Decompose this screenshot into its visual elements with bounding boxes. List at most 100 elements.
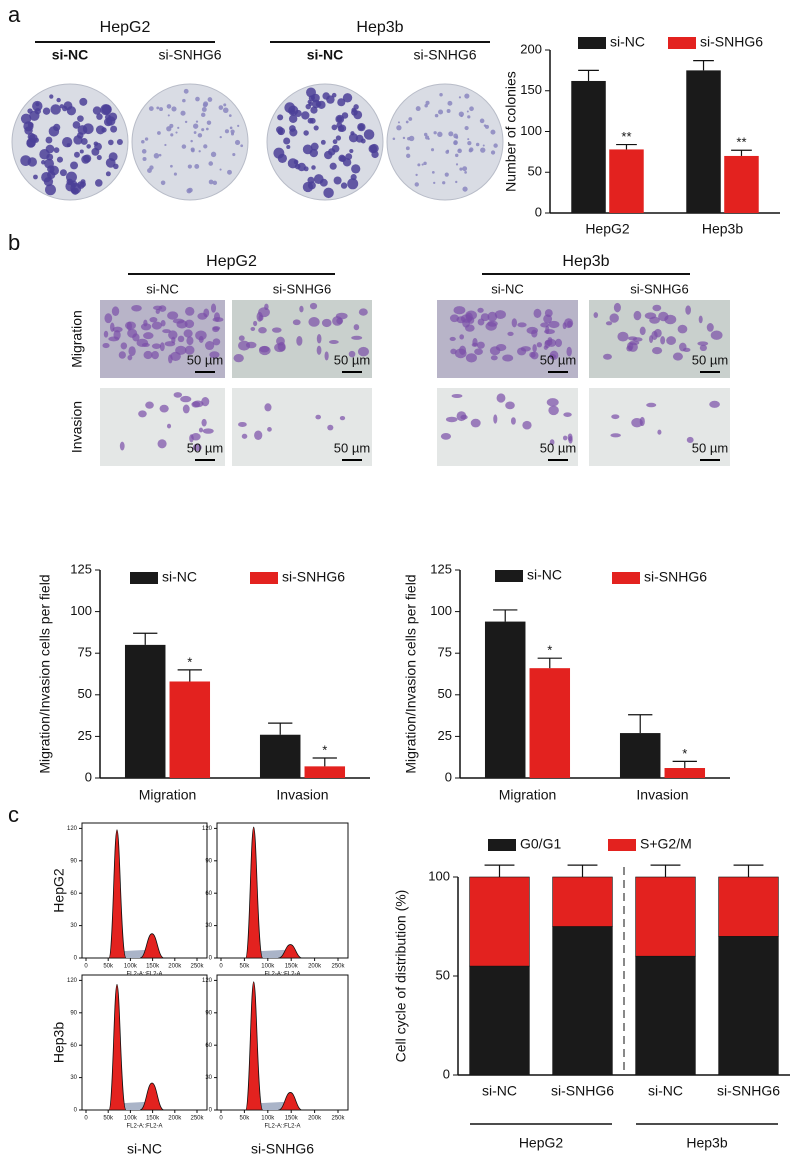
colony <box>101 127 107 133</box>
colony <box>396 125 402 131</box>
cell <box>125 321 136 330</box>
colony <box>201 128 205 132</box>
flow-ytick-label: 0 <box>209 956 213 962</box>
colony <box>425 135 430 140</box>
cell <box>451 393 463 398</box>
y-tick-label: 75 <box>438 645 452 660</box>
colony <box>170 164 173 168</box>
colony <box>479 118 485 124</box>
colony <box>96 113 103 120</box>
cell <box>316 345 322 355</box>
cell <box>245 341 257 349</box>
colony <box>332 139 338 145</box>
cell <box>118 351 126 359</box>
bar-segment <box>635 955 696 1076</box>
flow-ytick-label: 120 <box>202 826 213 832</box>
colony <box>431 170 435 174</box>
colony <box>320 139 326 145</box>
legend-label: S+G2/M <box>640 836 692 852</box>
cell <box>546 398 559 407</box>
bar-segment <box>635 876 696 957</box>
colony <box>195 120 199 123</box>
panel-label: c <box>8 802 19 827</box>
colony <box>455 135 459 139</box>
flow-ytick-label: 30 <box>70 1075 77 1081</box>
colony <box>169 123 174 128</box>
cell <box>212 338 221 346</box>
colony <box>490 129 496 135</box>
cell <box>138 410 147 418</box>
colony <box>72 121 81 129</box>
colony <box>311 99 321 109</box>
cell <box>440 433 452 440</box>
cell <box>603 353 612 360</box>
y-tick-label: 125 <box>430 561 452 576</box>
colony <box>96 155 102 161</box>
group-title: HepG2 <box>100 19 151 36</box>
cell <box>633 310 642 321</box>
cell <box>195 330 207 341</box>
cell <box>540 322 550 328</box>
colony <box>458 96 462 99</box>
bar <box>259 734 301 778</box>
colony <box>205 127 209 131</box>
flow-ytick-label: 0 <box>209 1108 213 1114</box>
cell <box>609 313 619 323</box>
flow-xtick-label: 200k <box>168 1116 182 1122</box>
cell <box>327 424 334 431</box>
colony <box>464 125 469 131</box>
cell <box>143 350 153 360</box>
colony <box>448 131 454 137</box>
flow-xtick-label: 150k <box>146 964 160 970</box>
colony <box>201 107 207 112</box>
cell <box>184 345 195 355</box>
legend-label: si-NC <box>162 569 197 585</box>
flow-xlabel: FL2-A::FL2-A <box>264 1124 300 1130</box>
cell <box>698 315 703 324</box>
colony <box>181 144 187 149</box>
cell <box>205 341 215 351</box>
bar <box>304 766 346 778</box>
colony <box>141 149 147 154</box>
flow-xtick-label: 50k <box>240 964 251 970</box>
x-tick-label: Invasion <box>276 787 328 803</box>
y-tick-label: 100 <box>70 603 92 618</box>
cell <box>198 427 204 433</box>
cell <box>113 330 121 340</box>
colony <box>32 100 43 112</box>
x-tick-label: si-SNHG6 <box>551 1083 614 1099</box>
colony <box>70 182 82 194</box>
bar <box>484 621 526 778</box>
colony <box>222 107 229 114</box>
cell <box>532 344 537 353</box>
legend-swatch <box>608 839 636 851</box>
cell <box>477 318 485 326</box>
flow-xtick-label: 250k <box>190 1116 204 1122</box>
cell <box>136 338 149 347</box>
colony <box>408 117 413 121</box>
colony <box>79 97 88 106</box>
colony <box>447 100 453 106</box>
colony <box>311 165 316 170</box>
colony <box>56 97 61 103</box>
cell <box>276 336 285 346</box>
colony <box>160 180 166 186</box>
cell <box>646 402 657 408</box>
cell <box>119 441 125 451</box>
cell <box>315 414 321 420</box>
cell <box>533 308 542 318</box>
colony <box>197 133 203 138</box>
cell <box>170 351 181 362</box>
colony <box>41 160 46 165</box>
colony <box>349 148 354 154</box>
cell <box>496 393 506 403</box>
cell <box>202 428 214 434</box>
significance: * <box>547 643 552 658</box>
colony <box>27 121 34 128</box>
cell <box>502 354 514 362</box>
cell <box>324 351 329 361</box>
cell <box>132 333 140 342</box>
cell <box>151 343 162 349</box>
significance: * <box>187 654 192 669</box>
